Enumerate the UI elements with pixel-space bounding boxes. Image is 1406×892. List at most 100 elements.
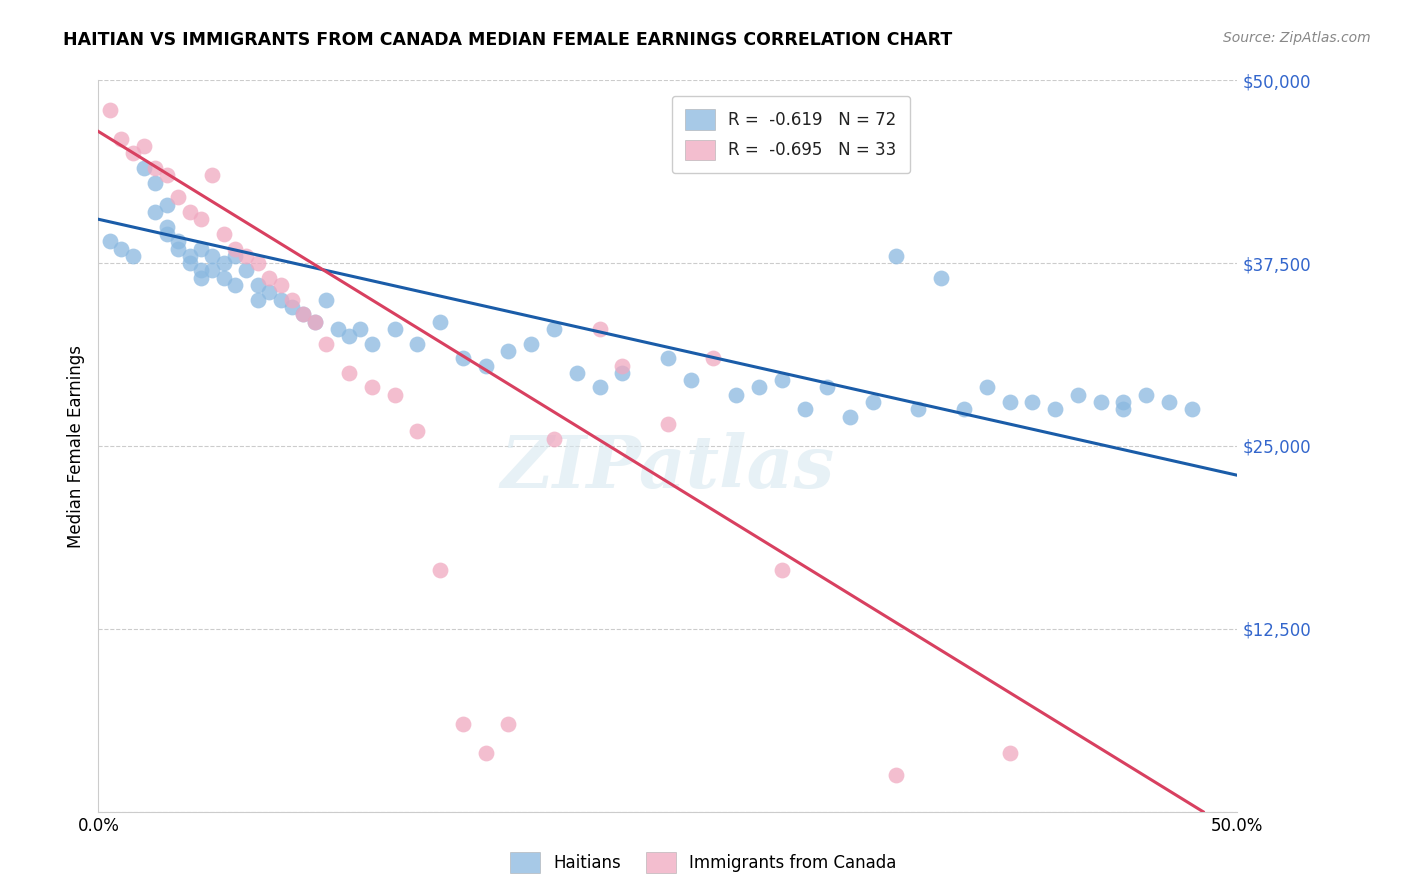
Point xyxy=(224,249,246,263)
Point xyxy=(451,717,474,731)
Point xyxy=(1157,395,1180,409)
Point xyxy=(145,205,167,219)
Point xyxy=(121,146,143,161)
Point xyxy=(304,315,326,329)
Point xyxy=(543,432,565,446)
Point xyxy=(793,402,815,417)
Point xyxy=(235,263,257,277)
Point xyxy=(1067,388,1090,402)
Point xyxy=(145,161,167,175)
Point xyxy=(520,336,543,351)
Legend: R =  -0.619   N = 72, R =  -0.695   N = 33: R = -0.619 N = 72, R = -0.695 N = 33 xyxy=(672,96,910,173)
Point xyxy=(815,380,838,394)
Point xyxy=(337,329,360,343)
Point xyxy=(498,717,520,731)
Point xyxy=(953,402,976,417)
Point xyxy=(384,322,406,336)
Point xyxy=(884,768,907,782)
Point xyxy=(657,417,679,431)
Point xyxy=(201,263,224,277)
Point xyxy=(725,388,748,402)
Point xyxy=(406,425,429,439)
Point xyxy=(121,249,143,263)
Point xyxy=(679,373,702,387)
Point xyxy=(179,249,201,263)
Point xyxy=(349,322,371,336)
Point xyxy=(474,359,496,373)
Point xyxy=(315,293,337,307)
Point xyxy=(1043,402,1066,417)
Point xyxy=(246,293,269,307)
Point xyxy=(998,746,1021,760)
Point xyxy=(167,190,190,204)
Point xyxy=(1112,402,1135,417)
Point xyxy=(498,343,520,358)
Point xyxy=(326,322,349,336)
Point xyxy=(474,746,496,760)
Point xyxy=(1181,402,1204,417)
Point xyxy=(212,270,235,285)
Point xyxy=(98,234,121,248)
Point xyxy=(190,263,212,277)
Point xyxy=(543,322,565,336)
Point xyxy=(235,249,257,263)
Legend: Haitians, Immigrants from Canada: Haitians, Immigrants from Canada xyxy=(503,846,903,880)
Point xyxy=(190,242,212,256)
Point xyxy=(246,256,269,270)
Point xyxy=(259,270,281,285)
Point xyxy=(132,161,155,175)
Point xyxy=(1021,395,1043,409)
Point xyxy=(612,366,634,380)
Point xyxy=(167,242,190,256)
Text: HAITIAN VS IMMIGRANTS FROM CANADA MEDIAN FEMALE EARNINGS CORRELATION CHART: HAITIAN VS IMMIGRANTS FROM CANADA MEDIAN… xyxy=(63,31,952,49)
Point xyxy=(1135,388,1157,402)
Point xyxy=(281,300,304,314)
Point xyxy=(259,285,281,300)
Point xyxy=(224,242,246,256)
Point xyxy=(929,270,952,285)
Point xyxy=(132,139,155,153)
Point xyxy=(337,366,360,380)
Point xyxy=(190,270,212,285)
Point xyxy=(145,176,167,190)
Point xyxy=(98,103,121,117)
Point xyxy=(212,256,235,270)
Point xyxy=(156,197,179,211)
Point xyxy=(212,227,235,241)
Point xyxy=(281,293,304,307)
Point xyxy=(384,388,406,402)
Text: Source: ZipAtlas.com: Source: ZipAtlas.com xyxy=(1223,31,1371,45)
Point xyxy=(770,373,793,387)
Point xyxy=(110,242,132,256)
Point xyxy=(224,278,246,293)
Point xyxy=(565,366,588,380)
Point xyxy=(702,351,724,366)
Point xyxy=(1112,395,1135,409)
Point xyxy=(998,395,1021,409)
Point xyxy=(201,249,224,263)
Point xyxy=(110,132,132,146)
Point xyxy=(360,336,382,351)
Point xyxy=(167,234,190,248)
Point xyxy=(588,380,610,394)
Point xyxy=(156,169,179,183)
Point xyxy=(862,395,884,409)
Point xyxy=(907,402,929,417)
Point xyxy=(270,293,292,307)
Point xyxy=(976,380,998,394)
Point xyxy=(292,307,315,321)
Point xyxy=(201,169,224,183)
Point xyxy=(429,563,451,577)
Point xyxy=(451,351,474,366)
Point xyxy=(429,315,451,329)
Point xyxy=(884,249,907,263)
Point xyxy=(304,315,326,329)
Text: ZIPatlas: ZIPatlas xyxy=(501,433,835,503)
Point xyxy=(190,212,212,227)
Point xyxy=(156,227,179,241)
Point xyxy=(246,278,269,293)
Point xyxy=(770,563,793,577)
Point xyxy=(657,351,679,366)
Point xyxy=(156,219,179,234)
Point xyxy=(839,409,862,424)
